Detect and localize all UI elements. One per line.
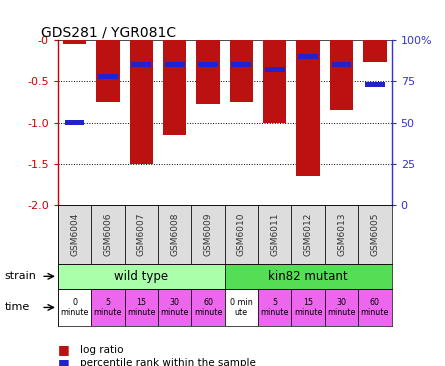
FancyBboxPatch shape — [125, 289, 158, 326]
FancyBboxPatch shape — [258, 289, 291, 326]
FancyBboxPatch shape — [291, 205, 325, 264]
FancyBboxPatch shape — [358, 205, 392, 264]
Text: 60
minute: 60 minute — [194, 298, 222, 317]
FancyBboxPatch shape — [158, 289, 191, 326]
Text: GSM6005: GSM6005 — [370, 213, 380, 256]
Text: 15
minute: 15 minute — [294, 298, 322, 317]
Bar — [129, 40, 153, 164]
FancyBboxPatch shape — [191, 205, 225, 264]
Bar — [365, 82, 385, 87]
Text: time: time — [4, 302, 30, 313]
Text: GSM6010: GSM6010 — [237, 213, 246, 256]
FancyBboxPatch shape — [91, 205, 125, 264]
Text: GSM6011: GSM6011 — [270, 213, 279, 256]
Text: GSM6004: GSM6004 — [70, 213, 79, 256]
FancyBboxPatch shape — [325, 289, 358, 326]
Bar — [63, 40, 86, 44]
Bar — [65, 120, 85, 125]
Text: 30
minute: 30 minute — [328, 298, 356, 317]
Text: strain: strain — [4, 271, 36, 281]
Text: 0
minute: 0 minute — [61, 298, 89, 317]
Text: ■: ■ — [58, 343, 69, 356]
Text: GSM6008: GSM6008 — [170, 213, 179, 256]
FancyBboxPatch shape — [358, 289, 392, 326]
Text: GSM6007: GSM6007 — [137, 213, 146, 256]
Bar — [96, 40, 120, 102]
Bar — [298, 54, 318, 59]
Bar — [230, 40, 253, 102]
Bar — [363, 40, 387, 63]
Text: GSM6009: GSM6009 — [203, 213, 213, 256]
Text: 15
minute: 15 minute — [127, 298, 155, 317]
Bar — [296, 40, 320, 176]
Text: log ratio: log ratio — [80, 344, 124, 355]
Text: GSM6012: GSM6012 — [303, 213, 313, 256]
FancyBboxPatch shape — [225, 289, 258, 326]
Text: percentile rank within the sample: percentile rank within the sample — [80, 358, 256, 366]
FancyBboxPatch shape — [258, 205, 291, 264]
Bar — [98, 74, 118, 79]
Text: 60
minute: 60 minute — [361, 298, 389, 317]
Bar — [165, 63, 185, 67]
FancyBboxPatch shape — [158, 205, 191, 264]
Text: 30
minute: 30 minute — [161, 298, 189, 317]
FancyBboxPatch shape — [58, 289, 91, 326]
Text: kin82 mutant: kin82 mutant — [268, 270, 348, 283]
Text: 0 min
ute: 0 min ute — [230, 298, 253, 317]
Text: GSM6013: GSM6013 — [337, 213, 346, 256]
FancyBboxPatch shape — [291, 289, 325, 326]
FancyBboxPatch shape — [325, 205, 358, 264]
Bar — [131, 63, 151, 67]
FancyBboxPatch shape — [58, 205, 91, 264]
Bar — [265, 67, 285, 72]
FancyBboxPatch shape — [225, 205, 258, 264]
Text: 5
minute: 5 minute — [261, 298, 289, 317]
Bar — [231, 63, 251, 67]
Bar — [198, 63, 218, 67]
Text: GDS281 / YGR081C: GDS281 / YGR081C — [41, 25, 176, 39]
Text: GSM6006: GSM6006 — [103, 213, 113, 256]
Bar — [332, 63, 352, 67]
FancyBboxPatch shape — [225, 264, 392, 289]
FancyBboxPatch shape — [58, 264, 225, 289]
Text: wild type: wild type — [114, 270, 168, 283]
FancyBboxPatch shape — [191, 289, 225, 326]
FancyBboxPatch shape — [125, 205, 158, 264]
Bar — [163, 40, 186, 135]
Text: ■: ■ — [58, 356, 69, 366]
Bar — [330, 40, 353, 110]
Text: 5
minute: 5 minute — [94, 298, 122, 317]
Bar — [263, 40, 287, 123]
Bar — [196, 40, 220, 104]
FancyBboxPatch shape — [91, 289, 125, 326]
